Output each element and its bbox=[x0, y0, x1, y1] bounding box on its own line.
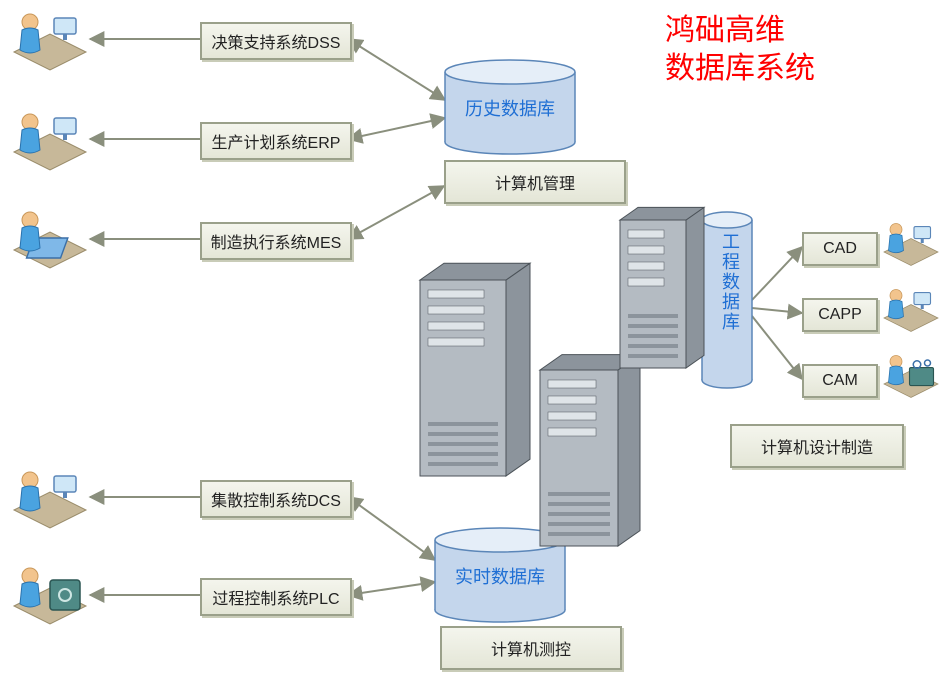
node-label: 计算机管理 bbox=[495, 170, 575, 194]
diagram-title: 鸿础高维 数据库系统 bbox=[665, 12, 815, 87]
edge-mes-mgmt bbox=[348, 186, 444, 239]
server-sv1 bbox=[420, 263, 530, 476]
node-erp: 生产计划系统ERP bbox=[200, 122, 352, 160]
node-cad: CAD bbox=[802, 232, 878, 266]
person-icon-p-plc bbox=[14, 568, 86, 624]
server-sv3 bbox=[620, 207, 704, 368]
node-label: 制造执行系统MES bbox=[211, 229, 342, 253]
database-label: 工程数据库 bbox=[717, 232, 743, 332]
node-dcs: 集散控制系统DCS bbox=[200, 480, 352, 518]
node-label: CAM bbox=[822, 372, 858, 390]
node-label: CAD bbox=[823, 240, 857, 258]
person-icon-p-cam bbox=[884, 356, 938, 398]
node-label: 计算机设计制造 bbox=[761, 434, 873, 458]
person-icon-p-cad bbox=[884, 224, 938, 266]
person-icon-p-erp bbox=[14, 114, 86, 170]
node-label: 集散控制系统DCS bbox=[211, 487, 341, 511]
node-label: CAPP bbox=[818, 306, 862, 324]
node-dm: 计算机设计制造 bbox=[730, 424, 904, 468]
node-label: 生产计划系统ERP bbox=[212, 129, 341, 153]
node-label: 决策支持系统DSS bbox=[212, 29, 341, 53]
node-label: 计算机测控 bbox=[491, 636, 571, 660]
edge-eng-cam bbox=[752, 316, 802, 379]
title-line-2: 数据库系统 bbox=[665, 52, 815, 85]
node-meas: 计算机测控 bbox=[440, 626, 622, 670]
node-dss: 决策支持系统DSS bbox=[200, 22, 352, 60]
edge-dss-hist bbox=[348, 39, 445, 100]
node-mes: 制造执行系统MES bbox=[200, 222, 352, 260]
node-capp: CAPP bbox=[802, 298, 878, 332]
edge-dcs-rt bbox=[348, 497, 435, 560]
node-cam: CAM bbox=[802, 364, 878, 398]
edge-plc-rt bbox=[348, 582, 435, 595]
title-line-1: 鸿础高维 bbox=[665, 14, 785, 47]
node-mgmt: 计算机管理 bbox=[444, 160, 626, 204]
person-icon-p-dss bbox=[14, 14, 86, 70]
node-plc: 过程控制系统PLC bbox=[200, 578, 352, 616]
person-icon-p-dcs bbox=[14, 472, 86, 528]
person-icon-p-capp bbox=[884, 290, 938, 332]
node-label: 过程控制系统PLC bbox=[212, 585, 339, 609]
person-icon-p-mes bbox=[14, 212, 86, 268]
edge-eng-capp bbox=[752, 308, 802, 313]
database-label: 历史数据库 bbox=[450, 95, 570, 121]
database-label: 实时数据库 bbox=[440, 563, 560, 589]
server-sv2 bbox=[540, 355, 640, 546]
edge-erp-hist bbox=[348, 118, 445, 139]
edge-eng-cad bbox=[752, 247, 802, 300]
